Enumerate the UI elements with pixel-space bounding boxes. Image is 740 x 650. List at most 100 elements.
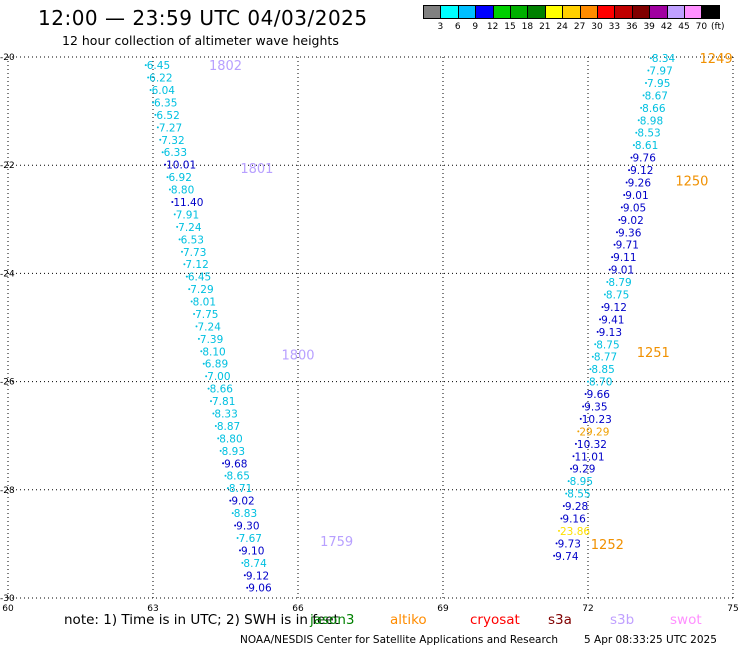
- pass-time-label: 1252: [591, 538, 624, 553]
- wave-height-label: 8.55: [567, 489, 590, 501]
- data-point: [637, 119, 640, 122]
- legend-swatch: [579, 5, 598, 19]
- data-point: [601, 305, 604, 308]
- wave-height-label: 7.29: [190, 284, 213, 296]
- wave-height-label: 9.28: [565, 501, 588, 513]
- data-point: [570, 467, 573, 470]
- pass-time-label: 1801: [240, 162, 273, 177]
- wave-height-label: 7.12: [185, 259, 208, 271]
- wave-height-label: 6.52: [156, 110, 179, 122]
- wave-height-label: 7.81: [212, 396, 235, 408]
- data-point: [625, 181, 628, 184]
- data-point: [645, 81, 647, 84]
- wave-height-label: 9.74: [555, 551, 579, 563]
- wave-height-label: 8.74: [243, 558, 267, 570]
- wave-height-label: 6.35: [154, 97, 177, 109]
- legend-unit-label: (ft): [711, 22, 725, 32]
- legend-swatch: [684, 5, 703, 19]
- data-point: [219, 449, 222, 452]
- data-point: [246, 586, 249, 589]
- data-point: [171, 200, 174, 203]
- legend-tick-label: 33: [608, 22, 621, 32]
- footer-timestamp: 5 Apr 08:33:25 UTC 2025: [584, 634, 717, 646]
- wave-height-label: 6.33: [164, 147, 187, 159]
- data-point: [224, 474, 227, 477]
- wave-height-label: 9.02: [231, 496, 254, 508]
- satellite-label-s3b: s3b: [610, 612, 635, 628]
- data-point: [560, 517, 563, 520]
- legend-swatch: [527, 5, 546, 19]
- wave-height-label: 8.95: [570, 476, 593, 488]
- wave-height-label: 9.29: [572, 464, 595, 476]
- data-point: [185, 275, 188, 278]
- data-point: [200, 350, 203, 353]
- wave-height-label: 7.75: [195, 309, 218, 321]
- wave-height-label: 7.24: [198, 321, 222, 333]
- data-point: [241, 561, 244, 564]
- wave-height-label: 6.53: [181, 234, 204, 246]
- data-point: [584, 393, 587, 396]
- data-point: [183, 263, 186, 266]
- legend-tick-label: 45: [678, 22, 690, 32]
- wave-height-label: 7.73: [183, 247, 206, 259]
- data-point: [168, 188, 171, 191]
- data-point: [159, 138, 162, 141]
- data-point: [553, 554, 556, 557]
- x-tick-label: 72: [582, 604, 593, 614]
- data-point: [640, 106, 643, 109]
- wave-height-label: 7.95: [647, 78, 670, 90]
- pass-time-label: 1250: [675, 174, 708, 189]
- satellite-label-s3a: s3a: [548, 612, 572, 628]
- pass-time-label: 1249: [700, 52, 733, 67]
- wave-height-label: 8.80: [219, 433, 242, 445]
- data-point: [222, 462, 225, 465]
- data-point: [594, 343, 597, 346]
- pass-time-label: 1800: [281, 349, 314, 364]
- data-point: [210, 400, 212, 403]
- wave-height-label: 7.67: [239, 533, 262, 545]
- wave-height-label: 7.27: [159, 122, 182, 134]
- data-point: [188, 288, 191, 291]
- legend-tick-label: 21: [539, 22, 551, 32]
- wave-height-label: 8.66: [210, 384, 234, 396]
- wave-height-label: 9.68: [224, 458, 247, 470]
- wave-height-label: 8.87: [217, 421, 240, 433]
- wave-height-label: 8.85: [591, 364, 614, 376]
- data-point: [579, 417, 582, 420]
- data-point: [596, 330, 599, 333]
- pass-time-label: 1759: [320, 535, 353, 550]
- footer-credit: NOAA/NESDIS Center for Satellite Applica…: [240, 634, 558, 646]
- legend-tick-label: 18: [521, 22, 534, 32]
- wave-height-label: 9.12: [604, 302, 627, 314]
- wave-height-label: 9.11: [613, 252, 636, 264]
- data-point: [190, 300, 193, 303]
- data-point: [161, 151, 164, 154]
- wave-height-label: 9.06: [248, 583, 272, 595]
- wave-height-label: 9.30: [236, 521, 259, 533]
- wave-height-label: 8.71: [229, 483, 252, 495]
- wave-height-label: 10.32: [577, 439, 607, 451]
- data-point: [144, 64, 147, 67]
- legend-tick-label: 12: [486, 22, 499, 32]
- wave-height-label: 11.40: [173, 197, 203, 209]
- wave-height-label: 29.29: [579, 426, 609, 438]
- wave-height-label: 8.98: [640, 115, 663, 127]
- data-point: [234, 524, 237, 527]
- legend-swatch: [597, 5, 616, 19]
- legend-swatch: [544, 5, 564, 19]
- wave-height-label: 9.12: [630, 165, 653, 177]
- legend-swatch: [475, 5, 494, 19]
- x-tick-label: 60: [2, 604, 14, 614]
- wave-height-label: 8.61: [635, 140, 658, 152]
- wave-height-label: 9.01: [625, 190, 648, 202]
- data-point: [147, 76, 150, 79]
- wave-height-label: 9.35: [584, 401, 607, 413]
- legend-swatch: [423, 5, 442, 19]
- wave-height-label: 8.80: [171, 185, 194, 197]
- wave-height-label: 9.10: [241, 545, 264, 557]
- legend-swatch: [666, 5, 685, 19]
- data-point: [611, 256, 614, 259]
- wave-height-label: 6.45: [147, 60, 170, 72]
- wave-height-label: 8.10: [202, 346, 225, 358]
